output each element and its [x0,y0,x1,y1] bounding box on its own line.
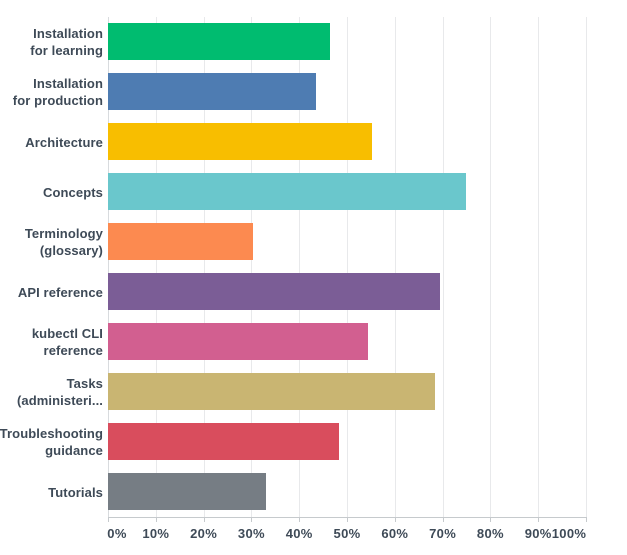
bar-terminology-glossary [108,222,254,260]
gridline-80pct [490,17,492,517]
x-axis: 0% 10% 20% 30% 40% 50% 60% 70% 80% 90% 100% [107,526,587,546]
bar-troubleshooting-guidance [108,422,340,460]
x-tick-label-90: 90% [524,526,552,541]
bar-kubectl-cli-reference [108,322,368,360]
tick-mark [347,517,348,522]
bar-tutorials [108,472,266,510]
gridline-60pct [394,17,396,517]
bar-concepts [108,172,466,210]
tick-mark [108,517,109,522]
axis-baseline [108,17,109,517]
bar-installation-for-learning [108,22,330,60]
category-label-installation-for-learning: Installation for learning [0,17,103,67]
gridline-90pct [538,17,540,517]
category-label-installation-for-production: Installation for production [0,67,103,117]
category-axis: Installation for learning Installation for … [0,17,103,517]
category-label-line: Architecture [25,134,103,150]
category-label-architecture: Architecture [0,117,103,167]
category-label-line: Terminology [24,226,103,241]
category-label-line: for production [12,93,103,108]
tick-mark [442,517,444,522]
category-label-concepts: Concepts [0,167,103,217]
category-label-line: guidance [45,443,103,458]
category-label-line: Concepts [42,184,103,200]
x-tick-label-20: 20% [190,526,218,541]
category-label-line: Tutorials [48,484,103,500]
category-label-line: Troubleshooting [0,426,103,441]
gridline-30pct [251,17,253,517]
bar-installation-for-production [108,72,316,110]
x-tick-label-50: 50% [333,526,361,541]
x-tick-label-70: 70% [429,526,457,541]
category-label-kubectl-cli-reference: kubectl CLI reference [0,317,103,367]
tick-mark [490,517,492,522]
category-label-line: Installation [33,76,103,91]
plot-area [108,17,587,522]
gridline-10pct [155,17,157,517]
category-label-line: kubectl CLI [31,326,103,341]
x-tick-label-30: 30% [237,526,265,541]
category-label-tutorials: Tutorials [0,467,103,517]
tick-mark [251,517,253,522]
category-label-terminology-glossary: Terminology (glossary) [0,217,103,267]
gridline-100pct [586,17,587,517]
bar-architecture [108,122,373,160]
category-label-line: Tasks [66,376,103,391]
x-tick-label-0: 0% [107,526,127,541]
x-tick-label-80: 80% [476,526,504,541]
category-label-tasks-administeri: Tasks (administeri... [0,367,103,417]
bar-api-reference [108,272,440,310]
gridline-70pct [442,17,444,517]
category-label-line: (glossary) [39,243,103,258]
tick-mark [538,517,540,522]
category-label-troubleshooting-guidance: Troubleshooting guidance [0,417,103,467]
gridline-20pct [203,17,205,517]
category-label-line: (administeri... [16,393,103,408]
category-label-line: Installation [33,26,103,41]
x-tick-label-60: 60% [381,526,409,541]
category-label-line: API reference [17,284,103,300]
tick-mark [586,517,587,522]
bar-tasks-administeri [108,372,435,410]
tick-mark [203,517,205,522]
tick-mark [394,517,396,522]
tick-mark [155,517,157,522]
category-label-line: for learning [30,43,103,58]
gridline-40pct [299,17,301,517]
gridline-50pct [347,17,348,517]
category-label-api-reference: API reference [0,267,103,317]
x-tick-label-10: 10% [142,526,170,541]
tick-mark [299,517,301,522]
category-label-line: reference [43,343,103,358]
x-tick-label-100: 100% [551,526,587,541]
x-tick-label-40: 40% [285,526,313,541]
